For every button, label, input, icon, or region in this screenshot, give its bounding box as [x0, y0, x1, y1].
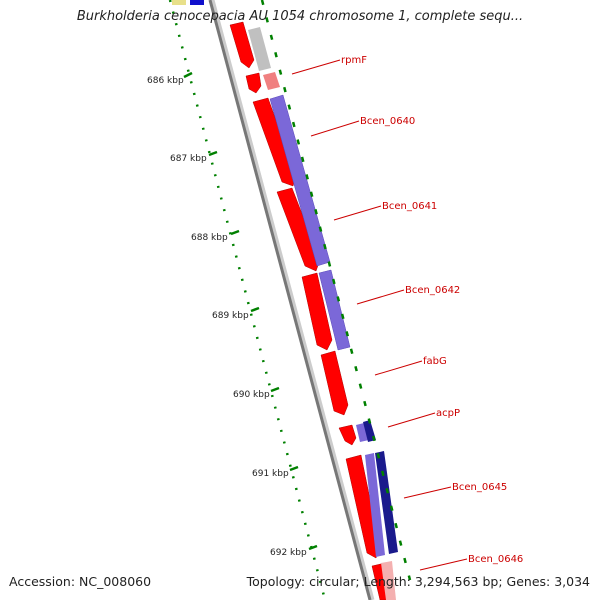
leader-line — [310, 120, 360, 137]
kbp-label-689: 689 kbp — [212, 311, 249, 321]
dotted-ring-left — [168, 0, 327, 600]
kbp-tick — [208, 150, 218, 157]
backbone — [208, 0, 372, 600]
gene-track — [229, 21, 391, 600]
backbone-shadow — [209, 0, 375, 600]
top-gene-blue — [190, 0, 204, 5]
gene-label-bcen-0641: Bcen_0641 — [382, 201, 437, 212]
leader-line — [333, 205, 382, 221]
gene-block — [338, 424, 357, 446]
kbp-tick — [289, 465, 299, 472]
leader-line — [403, 486, 452, 499]
kbp-tick — [250, 306, 260, 313]
leader-line — [291, 59, 341, 75]
leader-line — [356, 289, 405, 305]
kbp-label-688: 688 kbp — [191, 233, 228, 243]
gene-block — [301, 272, 333, 351]
hit-block — [365, 453, 385, 557]
kbp-label-691: 691 kbp — [252, 469, 289, 479]
hit-track — [248, 27, 398, 600]
gene-label-acpP: acpP — [436, 408, 460, 419]
hit-block — [375, 451, 398, 554]
kbp-ticks: 686 kbp 687 kbp 688 kbp 689 kbp 690 kbp … — [147, 71, 318, 558]
gene-label-bcen-0646: Bcen_0646 — [468, 554, 523, 565]
hit-block — [248, 27, 271, 71]
hit-block — [318, 269, 351, 351]
accession-text: Accession: NC_008060 — [9, 574, 152, 589]
kbp-label-690: 690 kbp — [233, 390, 270, 400]
map-title: Burkholderia cenocepacia AU 1054 chromos… — [76, 9, 524, 24]
gene-label-rpmF: rpmF — [341, 55, 367, 66]
genome-summary-text: Topology: circular; Length: 3,294,563 bp… — [246, 574, 590, 589]
leader-line — [374, 360, 423, 376]
kbp-label-692: 692 kbp — [270, 548, 307, 558]
kbp-tick — [183, 71, 193, 79]
hit-block — [381, 561, 396, 600]
top-gene-yellow — [172, 0, 186, 5]
gene-label-bcen-0642: Bcen_0642 — [405, 285, 460, 296]
gene-label-bcen-0645: Bcen_0645 — [452, 482, 507, 493]
kbp-tick — [270, 386, 280, 393]
gene-block — [320, 350, 349, 416]
kbp-tick — [230, 229, 240, 236]
kbp-label-686: 686 kbp — [147, 76, 184, 86]
gene-block — [229, 21, 255, 69]
leader-line — [419, 558, 468, 571]
kbp-label-687: 687 kbp — [170, 154, 207, 164]
leader-line — [387, 412, 436, 428]
hit-block — [263, 72, 280, 90]
gene-label-fabG: fabG — [423, 356, 447, 367]
gene-block — [245, 72, 262, 94]
gene-labels: rpmF Bcen_0640 Bcen_0641 Bcen_0642 fabG … — [291, 55, 523, 571]
hit-block — [356, 423, 369, 442]
gene-label-bcen-0640: Bcen_0640 — [360, 116, 415, 127]
kbp-tick — [308, 544, 318, 551]
